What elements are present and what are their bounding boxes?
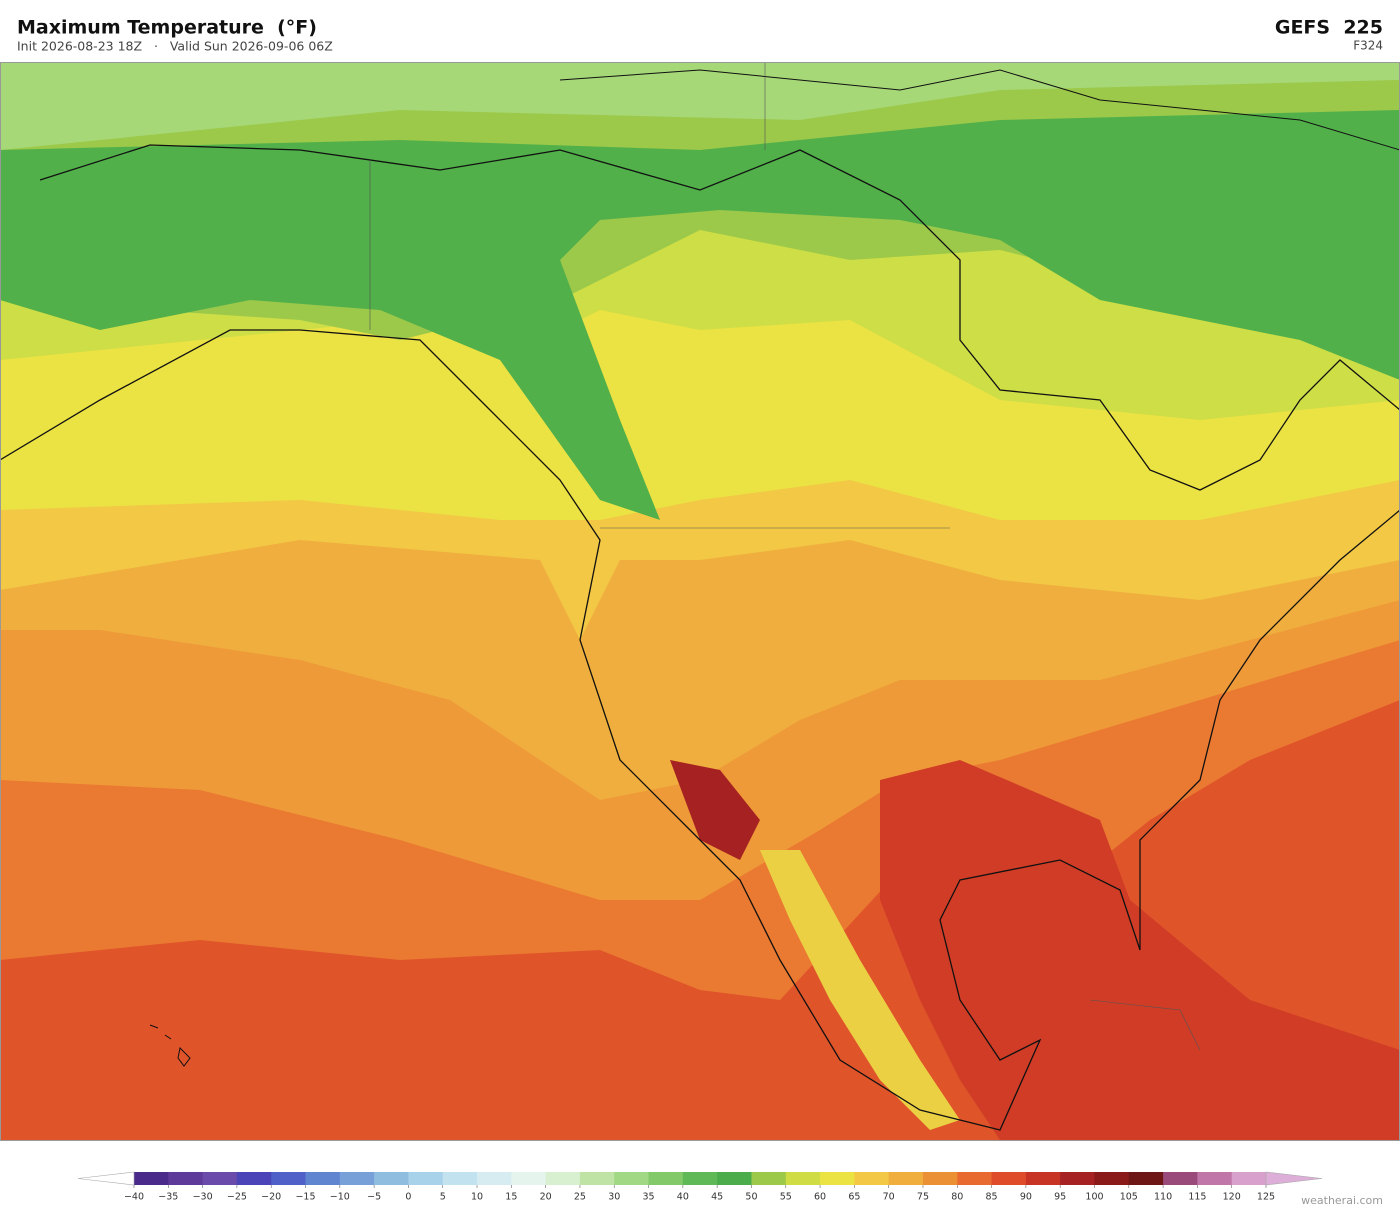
subtitle: Init 2026-08-23 18Z · Valid Sun 2026-09-…: [17, 39, 333, 54]
colorbar-swatch: [477, 1172, 512, 1185]
colorbar-tick-label: 125: [1257, 1192, 1275, 1203]
colorbar-swatch: [579, 1172, 615, 1185]
colorbar-swatch: [545, 1172, 581, 1185]
colorbar: −40 −35 −30 −25 −20 −15 −10 −5 0 5 10 15 20 25 30 35 40 4…: [77, 1171, 1323, 1203]
colorbar-swatch: [374, 1172, 409, 1185]
colorbar-swatch: [1197, 1172, 1233, 1185]
colorbar-tick-label: 5: [440, 1192, 446, 1203]
colorbar-tick-label: −20: [261, 1192, 281, 1203]
colorbar-swatch: [922, 1172, 958, 1185]
colorbar-swatch: [1060, 1172, 1095, 1185]
colorbar-swatch: [717, 1172, 752, 1185]
model-label: GEFS 225: [1275, 17, 1383, 39]
colorbar-swatch: [339, 1172, 375, 1185]
colorbar-tick-label: −40: [124, 1192, 144, 1203]
colorbar-swatch: [134, 1172, 169, 1185]
colorbar-tick-label: 40: [677, 1192, 689, 1203]
colorbar-swatch: [751, 1172, 787, 1185]
colorbar-tick-label: 80: [951, 1192, 963, 1203]
colorbar-swatch: [511, 1172, 547, 1185]
colorbar-tick-label: 120: [1223, 1192, 1241, 1203]
colorbar-swatch: [408, 1172, 444, 1185]
colorbar-tick-label: 30: [608, 1192, 620, 1203]
colorbar-swatch: [991, 1172, 1027, 1185]
map: [0, 62, 1400, 1141]
colorbar-swatch: [271, 1172, 307, 1185]
colorbar-swatch: [648, 1172, 684, 1185]
colorbar-swatch: [854, 1172, 890, 1185]
colorbar-tick-label: 100: [1085, 1192, 1103, 1203]
colorbar-tick-label: 20: [540, 1192, 552, 1203]
colorbar-swatch: [442, 1172, 478, 1185]
colorbar-tick-label: 70: [883, 1192, 895, 1203]
colorbar-swatch: [305, 1172, 341, 1185]
colorbar-swatch: [1231, 1172, 1267, 1185]
colorbar-tick-label: 105: [1120, 1192, 1138, 1203]
forecast-hour: F324: [1353, 39, 1383, 53]
colorbar-tick-label: 50: [745, 1192, 757, 1203]
colorbar-swatch: [1094, 1172, 1130, 1185]
colorbar-tick-label: −25: [227, 1192, 247, 1203]
colorbar-tick-label: 110: [1154, 1192, 1172, 1203]
colorbar-tick-label: 55: [780, 1192, 792, 1203]
colorbar-tick-label: 10: [471, 1192, 483, 1203]
colorbar-tick-label: 75: [917, 1192, 929, 1203]
colorbar-tick-label: −15: [295, 1192, 315, 1203]
colorbar-tick-label: 15: [505, 1192, 517, 1203]
colorbar-over: [1265, 1171, 1323, 1186]
colorbar-swatch: [888, 1172, 924, 1185]
colorbar-tick-label: −5: [367, 1192, 381, 1203]
colorbar-swatch: [202, 1172, 238, 1185]
colorbar-tick-label: 60: [814, 1192, 826, 1203]
title: Maximum Temperature (°F): [17, 17, 317, 39]
colorbar-tick-label: 115: [1188, 1192, 1206, 1203]
colorbar-swatch: [236, 1172, 272, 1185]
colorbar-tick-label: 25: [574, 1192, 586, 1203]
colorbar-tick-label: 90: [1020, 1192, 1032, 1203]
colorbar-under: [77, 1171, 135, 1186]
colorbar-tick-label: 0: [405, 1192, 411, 1203]
colorbar-swatch: [1128, 1172, 1164, 1185]
colorbar-swatch: [1025, 1172, 1061, 1185]
colorbar-swatch: [785, 1172, 821, 1185]
colorbar-swatch: [1163, 1172, 1198, 1185]
colorbar-tick-label: 35: [642, 1192, 654, 1203]
colorbar-tick-label: 45: [711, 1192, 723, 1203]
colorbar-swatch: [682, 1172, 718, 1185]
colorbar-tick-label: 95: [1054, 1192, 1066, 1203]
colorbar-swatch: [168, 1172, 204, 1185]
colorbar-swatch: [614, 1172, 650, 1185]
colorbar-tick-label: −35: [158, 1192, 178, 1203]
colorbar-swatch: [820, 1172, 855, 1185]
watermark: weatherai.com: [1301, 1194, 1383, 1207]
colorbar-swatch: [957, 1172, 993, 1185]
colorbar-tick-label: −30: [193, 1192, 213, 1203]
colorbar-tick-label: −10: [330, 1192, 350, 1203]
colorbar-tick-label: 65: [848, 1192, 860, 1203]
colorbar-tick-label: 85: [986, 1192, 998, 1203]
